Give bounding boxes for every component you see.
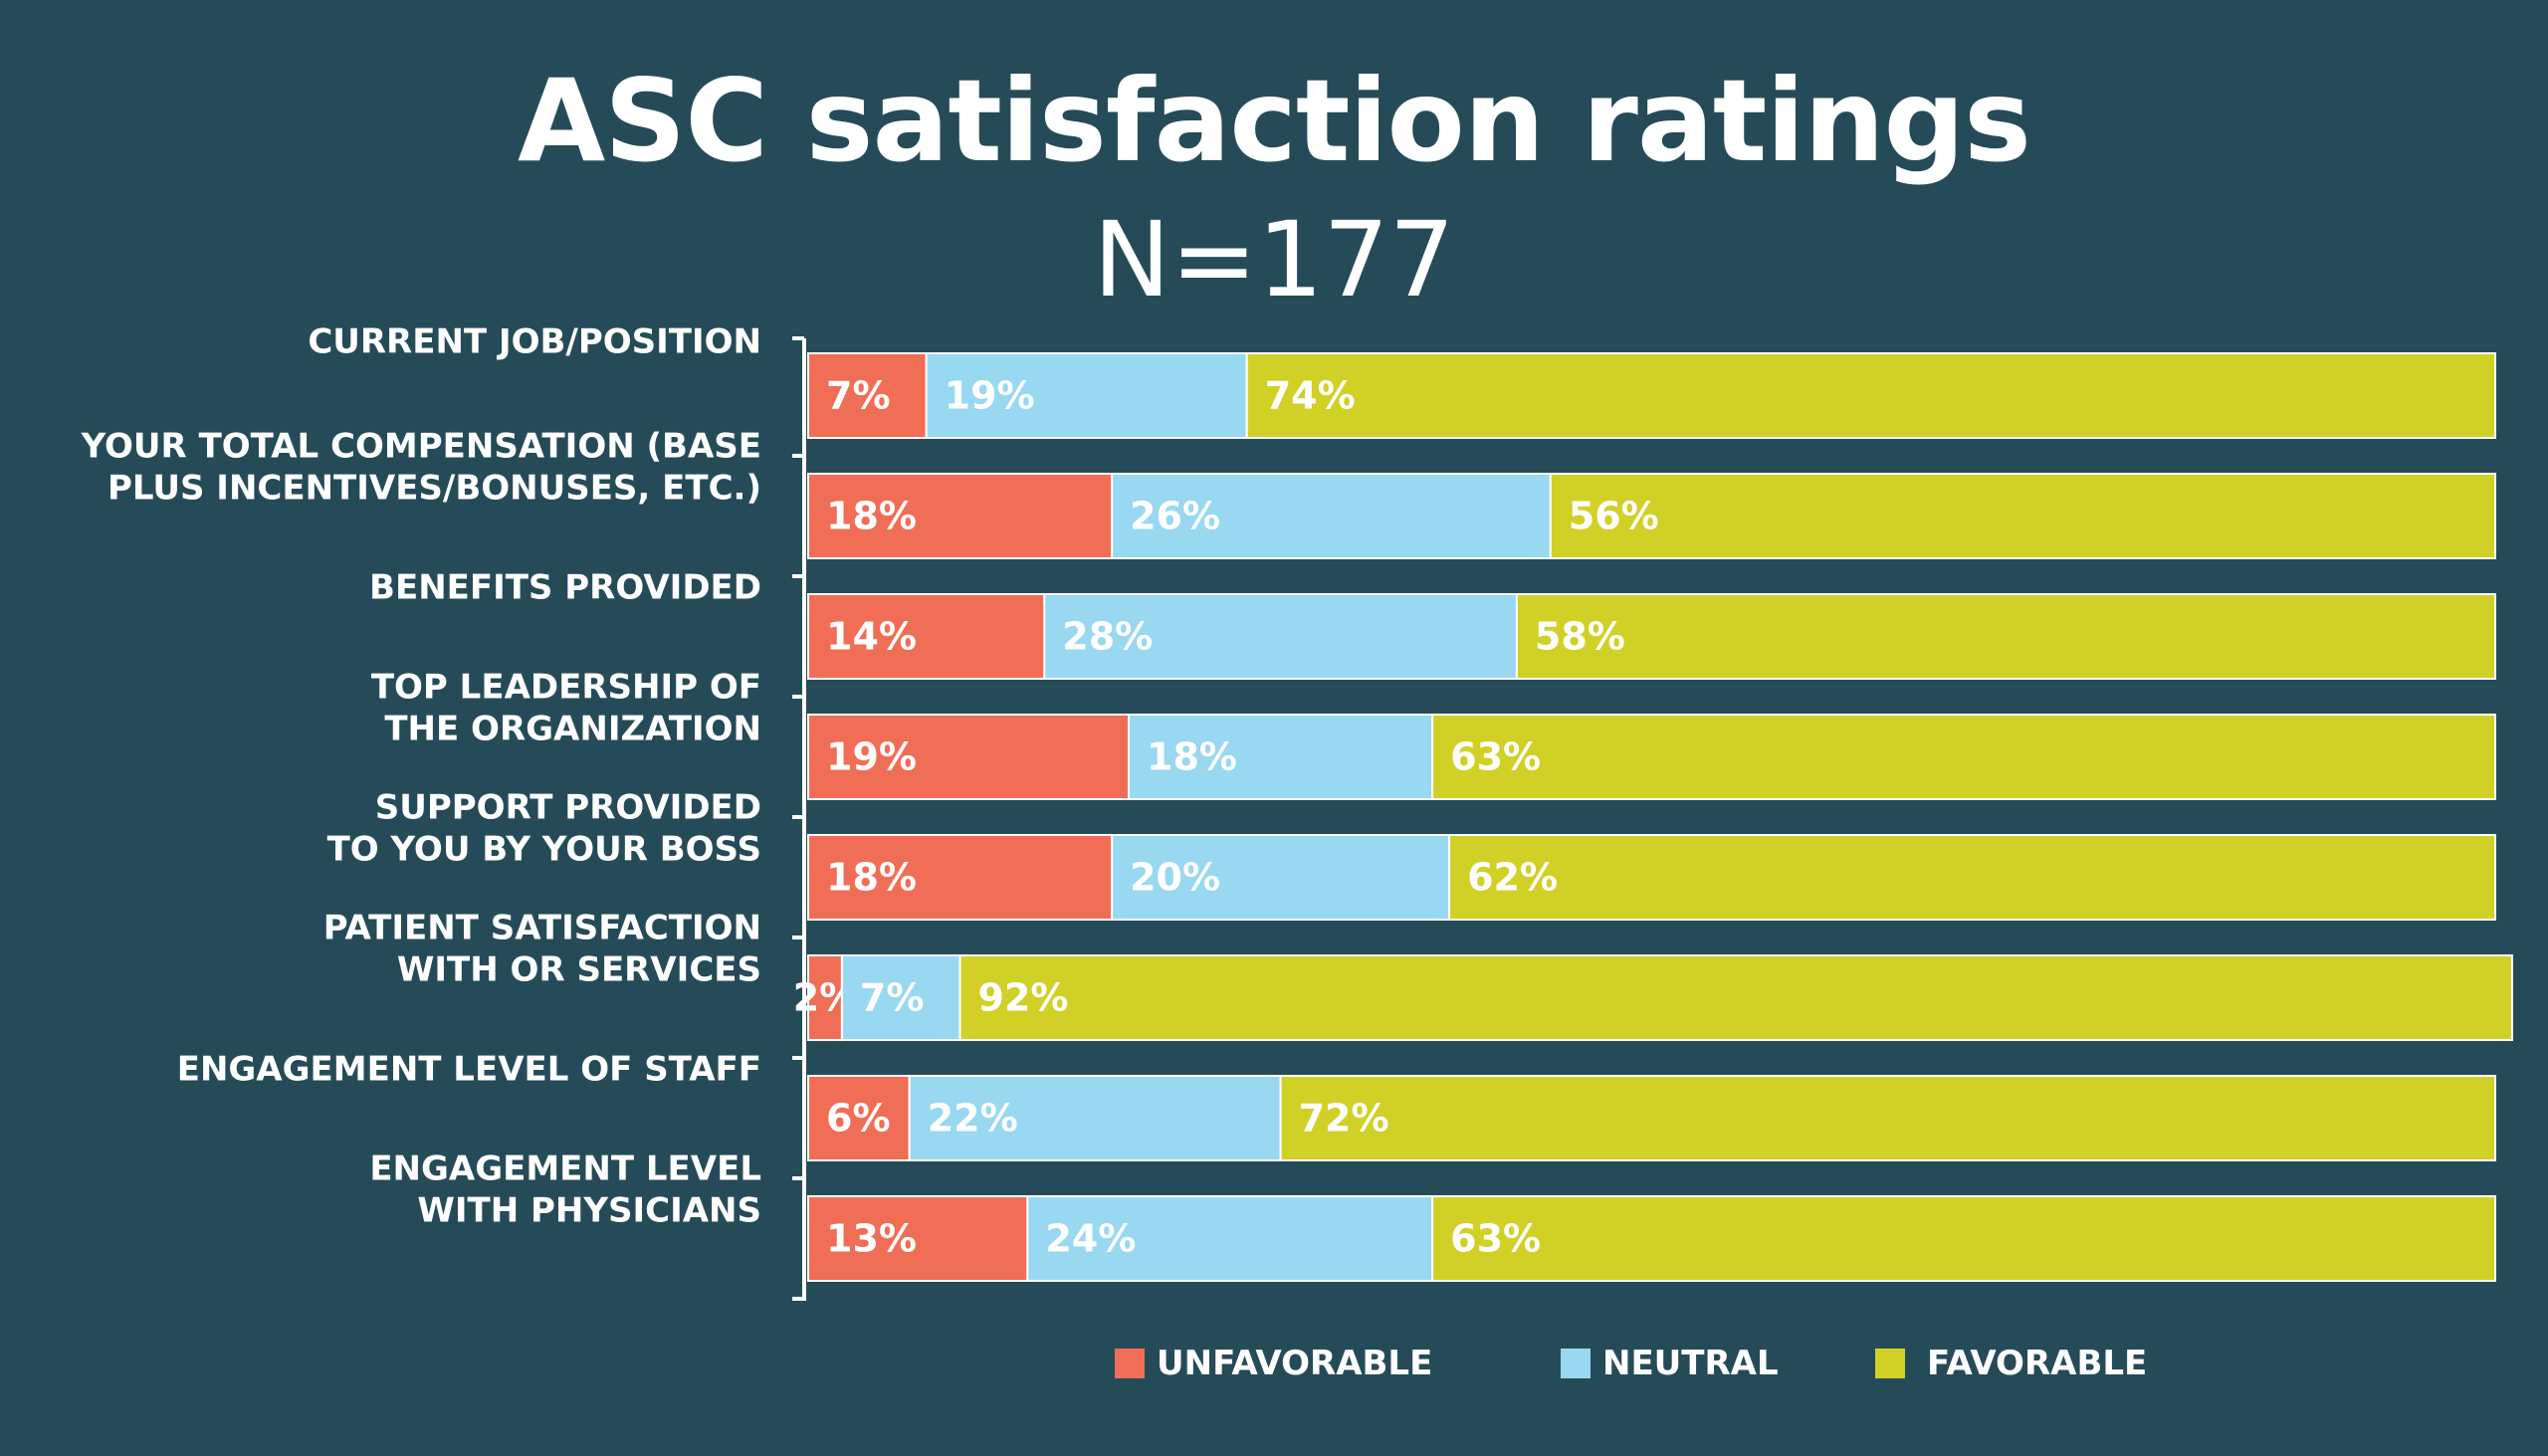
data-label-favorable: 58% xyxy=(1535,615,1625,659)
data-label-unfavorable: 13% xyxy=(826,1217,917,1261)
legend-item-neutral: NEUTRAL xyxy=(1561,1344,1779,1383)
legend-item-unfavorable: UNFAVORABLE xyxy=(1115,1344,1432,1383)
bar-segment-neutral xyxy=(1128,714,1434,800)
legend-swatch-unfavorable xyxy=(1115,1349,1145,1378)
legend: UNFAVORABLE NEUTRAL FAVORABLE xyxy=(0,1344,2548,1387)
category-label: WITH OR SERVICES xyxy=(397,950,761,990)
category-label: ENGAGEMENT LEVEL OF STAFF xyxy=(177,1050,761,1090)
data-label-unfavorable: 19% xyxy=(826,735,917,779)
bar-segment-neutral xyxy=(1111,834,1451,921)
data-label-favorable: 72% xyxy=(1299,1097,1389,1141)
category-label: WITH PHYSICIANS xyxy=(417,1191,761,1231)
legend-swatch-favorable xyxy=(1875,1349,1905,1378)
bar-segment-neutral xyxy=(908,1075,1282,1161)
data-label-unfavorable: 7% xyxy=(826,374,891,418)
bar-segment-unfavorable xyxy=(807,834,1114,921)
bar-segment-unfavorable xyxy=(807,352,928,439)
legend-swatch-neutral xyxy=(1561,1349,1591,1378)
data-label-favorable: 63% xyxy=(1450,735,1541,779)
bar-segment-favorable xyxy=(1515,593,2496,680)
legend-label-neutral: NEUTRAL xyxy=(1602,1344,1779,1383)
bar-segment-favorable xyxy=(1431,714,2496,800)
bar-segment-favorable xyxy=(1549,473,2497,559)
bar-segment-unfavorable xyxy=(807,593,1046,680)
legend-label-favorable: FAVORABLE xyxy=(1927,1344,2148,1383)
bar-segment-neutral xyxy=(925,352,1248,439)
legend-label-unfavorable: UNFAVORABLE xyxy=(1157,1344,1433,1383)
data-label-neutral: 28% xyxy=(1062,615,1153,659)
category-label: ENGAGEMENT LEVEL xyxy=(369,1149,761,1189)
category-label: TO YOU BY YOUR BOSS xyxy=(327,830,761,870)
category-label: TOP LEADERSHIP OF xyxy=(371,668,761,708)
bar-segment-unfavorable xyxy=(807,473,1114,559)
data-label-neutral: 22% xyxy=(928,1097,1018,1141)
category-label: PLUS INCENTIVES/BONUSES, ETC.) xyxy=(107,469,761,509)
data-label-unfavorable: 14% xyxy=(826,615,917,659)
category-label: THE ORGANIZATION xyxy=(384,710,761,749)
bar-segment-favorable xyxy=(1448,834,2496,921)
bar-segment-unfavorable xyxy=(807,714,1131,800)
data-label-neutral: 7% xyxy=(860,976,925,1020)
bar-segment-favorable xyxy=(1431,1195,2496,1282)
data-label-favorable: 62% xyxy=(1467,856,1558,900)
bar-segment-neutral xyxy=(1043,593,1518,680)
data-label-neutral: 24% xyxy=(1045,1217,1136,1261)
data-label-favorable: 56% xyxy=(1569,495,1659,538)
bar-segment-neutral xyxy=(1111,473,1552,559)
data-label-unfavorable: 18% xyxy=(826,856,917,900)
data-label-neutral: 18% xyxy=(1147,735,1237,779)
bar-segment-favorable xyxy=(1245,352,2496,439)
bar-segment-favorable xyxy=(1279,1075,2496,1161)
data-label-unfavorable: 18% xyxy=(826,495,917,538)
category-label: PATIENT SATISFACTION xyxy=(323,909,761,948)
chart-subtitle: N=177 xyxy=(1093,199,1455,320)
data-label-favorable: 74% xyxy=(1265,374,1356,418)
bar-segment-unfavorable xyxy=(807,954,843,1041)
data-label-favorable: 92% xyxy=(978,976,1069,1020)
category-label: SUPPORT PROVIDED xyxy=(375,788,761,828)
data-label-neutral: 26% xyxy=(1130,495,1220,538)
data-label-neutral: 19% xyxy=(945,374,1035,418)
data-label-unfavorable: 6% xyxy=(826,1097,891,1141)
data-label-favorable: 63% xyxy=(1450,1217,1541,1261)
category-label: BENEFITS PROVIDED xyxy=(369,568,761,608)
category-label: YOUR TOTAL COMPENSATION (BASE xyxy=(81,427,761,467)
category-label: CURRENT JOB/POSITION xyxy=(308,322,761,362)
legend-item-favorable: FAVORABLE xyxy=(1875,1344,2147,1383)
bar-segment-unfavorable xyxy=(807,1195,1029,1282)
chart-title: ASC satisfaction ratings xyxy=(517,55,2031,187)
bar-segment-favorable xyxy=(958,954,2513,1041)
data-label-neutral: 20% xyxy=(1130,856,1220,900)
